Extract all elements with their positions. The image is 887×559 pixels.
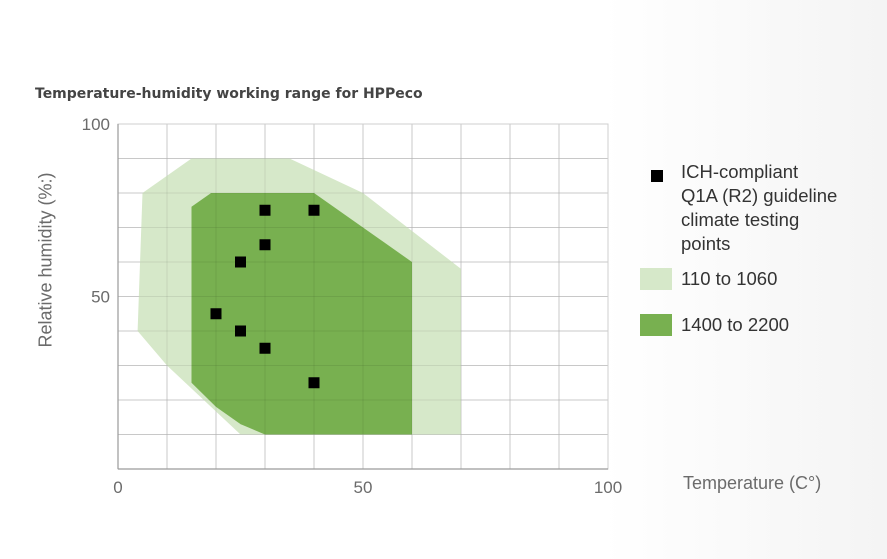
- legend-points-line-1: ICH-compliant: [681, 161, 799, 182]
- legend-label-light: 110 to 1060: [681, 268, 778, 289]
- data-point-marker: [259, 342, 271, 354]
- data-point-marker: [259, 239, 271, 251]
- data-point-marker: [210, 308, 222, 320]
- legend-label-dark: 1400 to 2200: [681, 314, 790, 335]
- x-tick-label: 0: [113, 478, 122, 497]
- legend-item-dark-region: 1400 to 2200: [640, 314, 880, 354]
- legend: ICH-compliant Q1A (R2) guideline climate…: [640, 160, 880, 354]
- x-tick-label: 100: [594, 478, 622, 497]
- data-point-marker: [308, 204, 320, 216]
- data-point-marker: [235, 256, 246, 268]
- working-regions: [118, 124, 608, 469]
- legend-square-marker-icon: [651, 170, 663, 182]
- y-tick-label: 100: [82, 115, 110, 134]
- y-axis-label: Relative humidity (%:): [35, 172, 56, 348]
- legend-dark-swatch: [640, 314, 672, 336]
- data-point-marker: [235, 325, 246, 337]
- data-points: [210, 204, 320, 389]
- legend-item-points: ICH-compliant Q1A (R2) guideline climate…: [640, 160, 880, 268]
- legend-points-line-4: points: [681, 233, 731, 254]
- x-tick-label: 50: [354, 478, 373, 497]
- y-tick-label: 50: [91, 288, 110, 307]
- tick-labels: 0 50 100 50 100: [82, 115, 623, 497]
- legend-item-light-region: 110 to 1060: [640, 268, 880, 314]
- plot-frame: [117, 123, 609, 470]
- x-axis-label: Temperature (C°): [683, 473, 822, 493]
- legend-points-line-2: Q1A (R2) guideline: [681, 185, 838, 206]
- chart-title: Temperature-humidity working range for H…: [35, 86, 423, 102]
- legend-label-points: ICH-compliant Q1A (R2) guideline climate…: [681, 160, 837, 256]
- data-point-marker: [308, 377, 320, 389]
- legend-light-swatch: [640, 268, 672, 290]
- region-dark: [191, 193, 412, 435]
- legend-points-line-3: climate testing: [681, 209, 800, 230]
- data-point-marker: [259, 204, 271, 216]
